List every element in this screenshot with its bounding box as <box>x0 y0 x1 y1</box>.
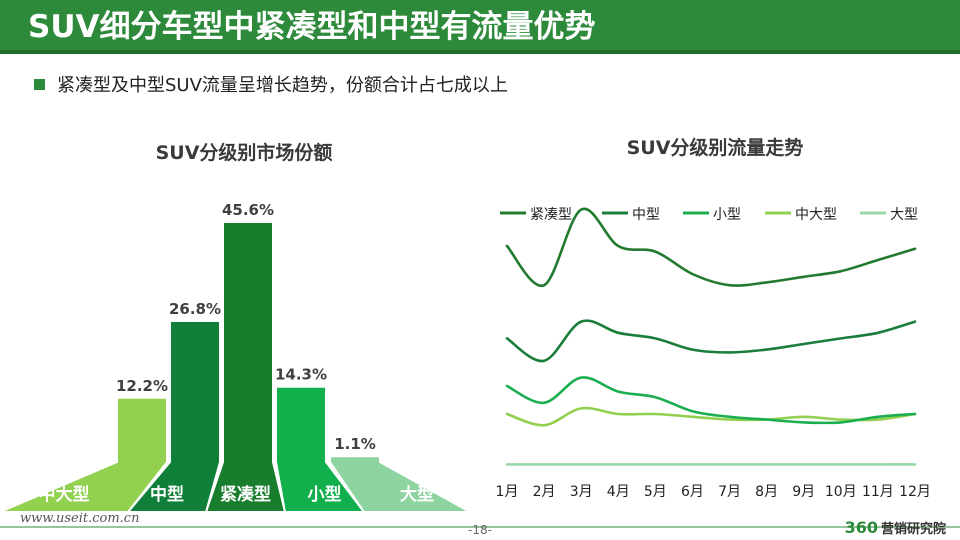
brand-text: 营销研究院 <box>880 522 946 537</box>
legend-label: 大型 <box>890 207 918 223</box>
brand-logo: 360 营销研究院 <box>845 518 946 537</box>
line-chart: 1月 2月 3月 4月 5月 6月 7月 8月 9月 10月 11月 12月 紧凑型 中型 小型 中大型 大型 <box>496 206 931 500</box>
page-title: SUV细分车型中紧凑型和中型有流量优势 <box>28 9 596 45</box>
square-bullet-icon <box>34 78 45 90</box>
bar-value-label: 12.2% <box>116 377 168 395</box>
x-tick-label: 5月 <box>644 484 667 500</box>
x-tick-label: 12月 <box>899 484 931 500</box>
bar-value-label: 26.8% <box>169 300 221 318</box>
bar-value-label: 45.6% <box>222 201 274 219</box>
legend-label: 中大型 <box>795 207 837 223</box>
x-tick-label: 4月 <box>607 484 630 500</box>
x-tick-label: 11月 <box>862 484 894 500</box>
page-number: -18- <box>468 523 492 537</box>
x-tick-label: 8月 <box>755 484 778 500</box>
footer-divider <box>0 526 960 528</box>
x-tick-label: 9月 <box>792 484 815 500</box>
bar-category-label: 大型 <box>400 484 434 505</box>
bar-category-label: 小型 <box>308 484 342 505</box>
legend-label: 小型 <box>713 207 741 223</box>
x-tick-label: 1月 <box>496 484 519 500</box>
bar-value-label: 14.3% <box>275 366 327 384</box>
line-chart-title: SUV分级别流量走势 <box>626 137 804 159</box>
series-line-小型 <box>505 376 917 425</box>
bar-category-label: 中型 <box>150 484 184 505</box>
bar-value-label: 1.1% <box>334 435 376 453</box>
bar-大型 <box>329 455 474 513</box>
title-bar: SUV细分车型中紧凑型和中型有流量优势 <box>0 0 960 54</box>
subtitle: 紧凑型及中型SUV流量呈增长趋势，份额合计占七成以上 <box>57 75 508 96</box>
x-tick-label: 3月 <box>570 484 593 500</box>
brand-number: 360 <box>844 518 878 537</box>
series-line-中型 <box>505 319 917 363</box>
x-tick-label: 10月 <box>825 484 857 500</box>
bar-category-label: 中大型 <box>39 484 90 505</box>
footer-url: www.useit.com.cn <box>20 511 140 526</box>
x-tick-label: 7月 <box>718 484 741 500</box>
x-tick-label: 2月 <box>533 484 556 500</box>
legend-label: 中型 <box>632 207 660 223</box>
bar-category-label: 紧凑型 <box>220 484 271 505</box>
series-line-中大型 <box>505 406 917 427</box>
bar-chart: 12.2% 中大型 26.8% 中型 45.6% 紧凑型 14.3% 小型 1.1% 大型 <box>0 201 474 513</box>
x-tick-label: 6月 <box>681 484 704 500</box>
bar-chart-title: SUV分级别市场份额 <box>155 142 333 164</box>
legend-label: 紧凑型 <box>530 206 572 223</box>
series-line-紧凑型 <box>505 207 917 287</box>
subtitle-row: 紧凑型及中型SUV流量呈增长趋势，份额合计占七成以上 <box>34 70 508 98</box>
